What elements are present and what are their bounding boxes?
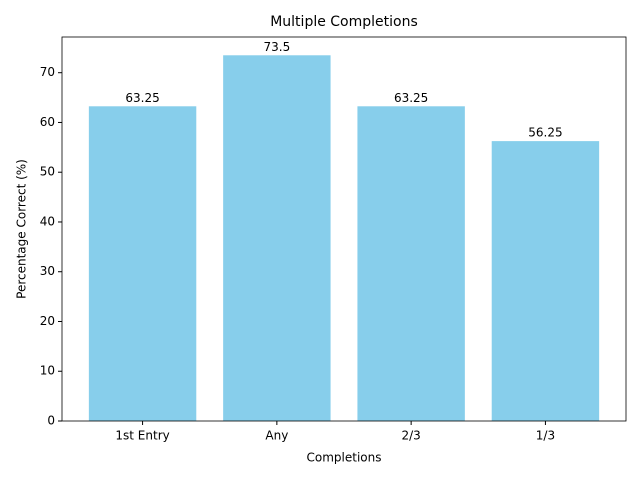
y-tick-label: 10: [40, 364, 55, 378]
y-tick-label: 0: [47, 414, 55, 428]
bar: [357, 106, 465, 422]
y-tick-label: 20: [40, 314, 55, 328]
value-label: 63.25: [394, 91, 428, 105]
bar: [88, 106, 197, 422]
value-label: 56.25: [528, 126, 562, 140]
y-tick-label: 30: [40, 264, 55, 278]
x-tick-label: 1st Entry: [115, 429, 169, 443]
chart-title: Multiple Completions: [270, 14, 418, 30]
value-label: 73.5: [263, 40, 290, 54]
x-tick-label: 1/3: [536, 429, 555, 443]
x-tick-label: Any: [265, 429, 288, 443]
bar: [491, 141, 600, 421]
plot-frame: [61, 36, 627, 422]
y-axis-label: Percentage Correct (%): [15, 159, 29, 299]
x-tick-label: 2/3: [401, 429, 420, 443]
x-axis-label: Completions: [307, 451, 382, 465]
y-tick-label: 40: [40, 214, 55, 228]
bar: [223, 55, 331, 422]
value-label: 63.25: [125, 91, 159, 105]
y-tick-label: 60: [40, 115, 55, 129]
y-tick-label: 50: [40, 165, 55, 179]
y-tick-label: 70: [40, 65, 55, 79]
